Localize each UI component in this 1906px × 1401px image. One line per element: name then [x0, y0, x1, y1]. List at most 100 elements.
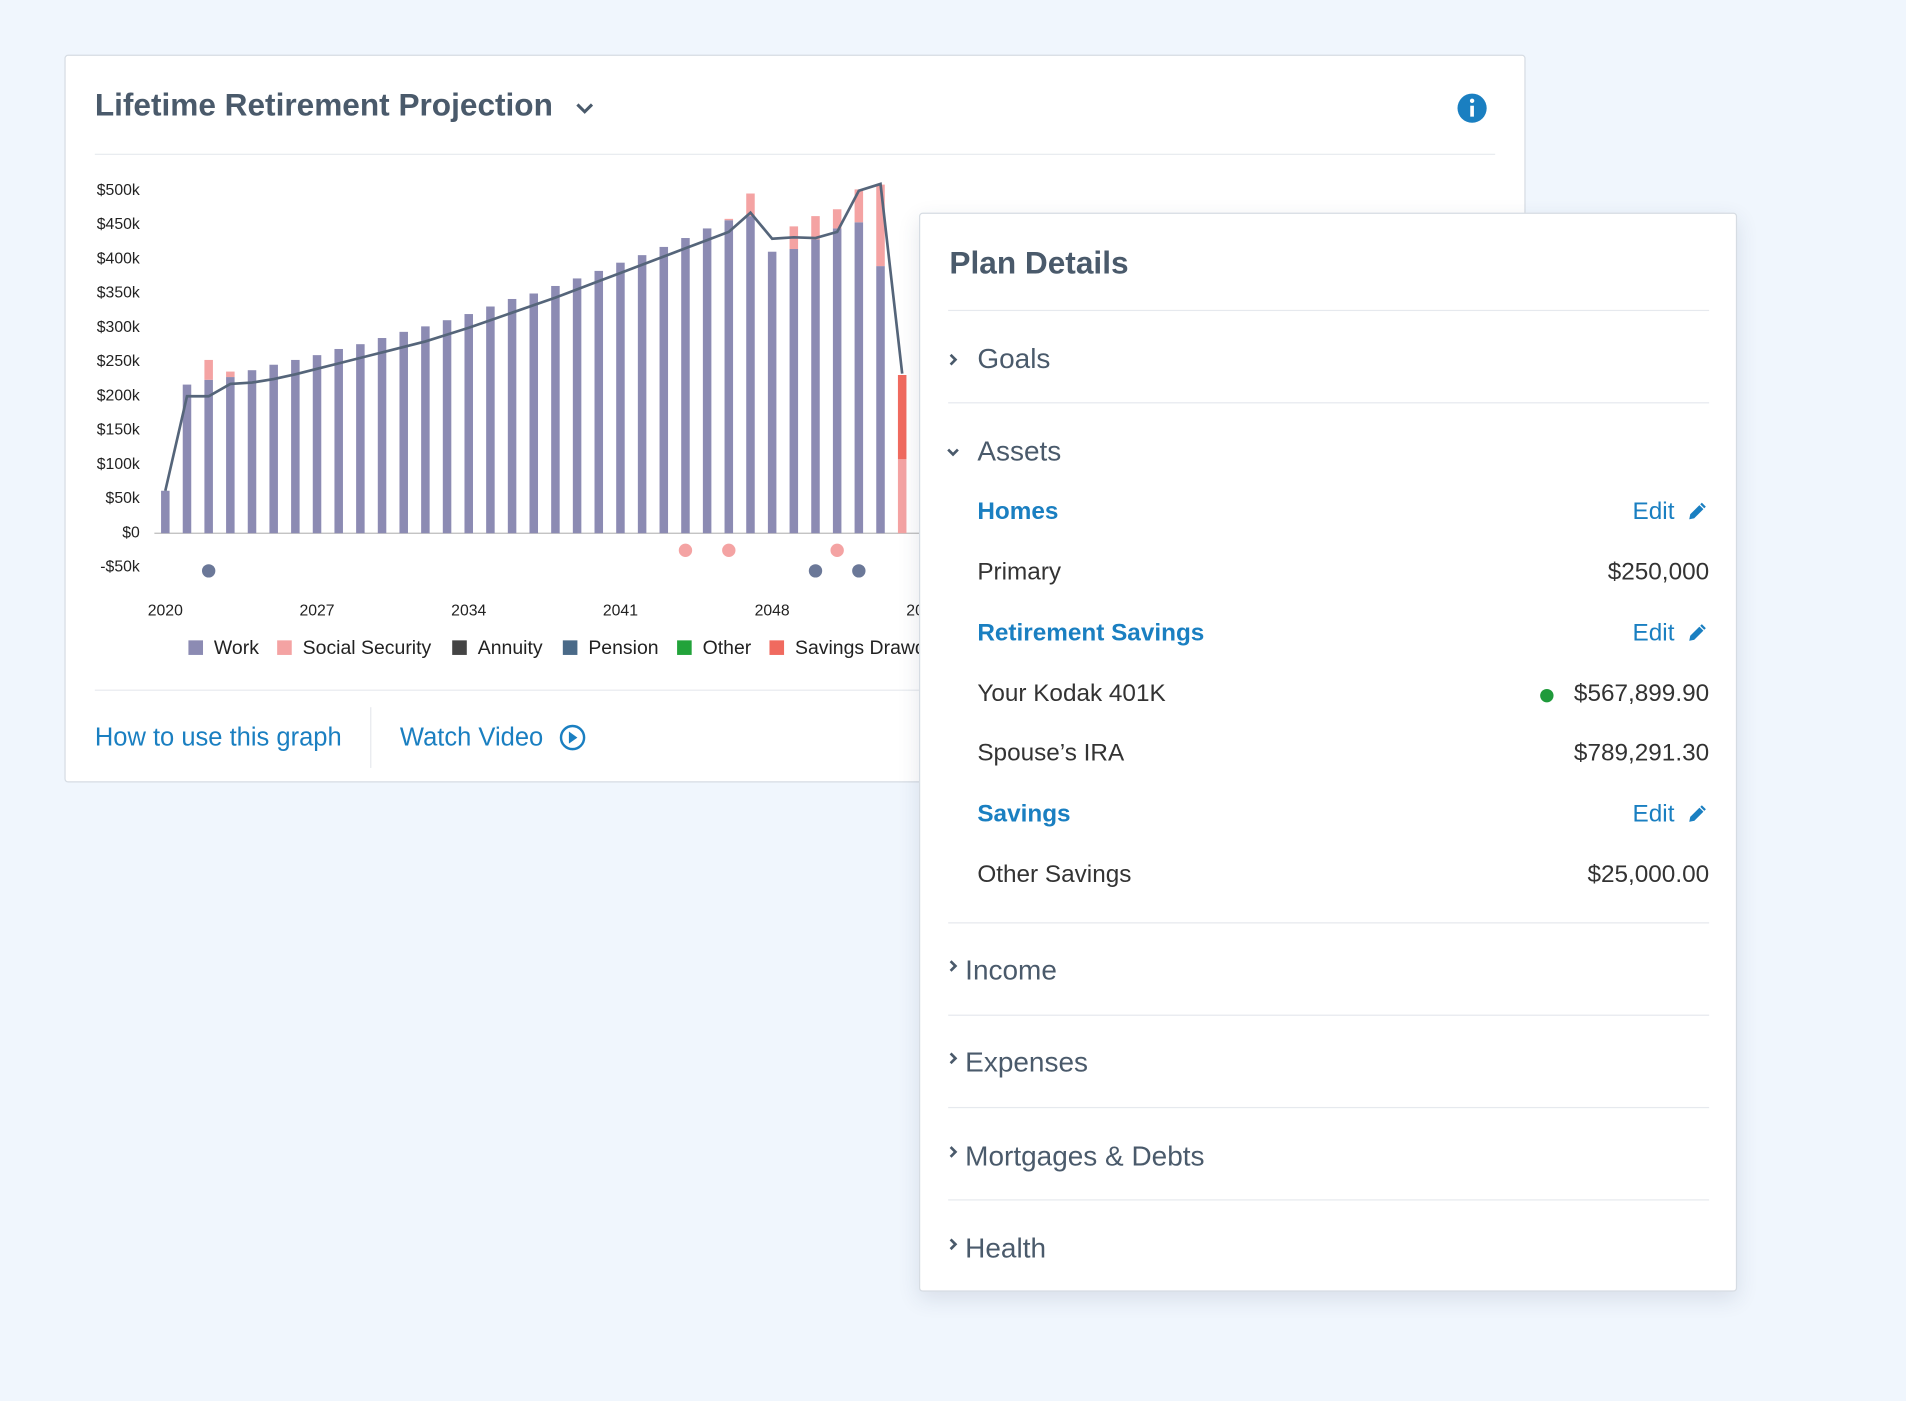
- divider: [948, 309, 1710, 312]
- play-icon[interactable]: [559, 724, 586, 751]
- section-header[interactable]: Mortgages & Debts: [965, 1139, 1205, 1172]
- divider: [948, 1199, 1710, 1201]
- event-dot: [678, 543, 693, 558]
- link[interactable]: Watch Video: [400, 724, 543, 752]
- y-tick-label: $250k: [97, 353, 140, 370]
- status-dot: [1540, 688, 1554, 702]
- bar-segment: [702, 228, 712, 534]
- divider: [948, 402, 1710, 404]
- pencil-icon[interactable]: [1685, 620, 1709, 644]
- legend-label: Work: [214, 637, 259, 659]
- legend-swatch: [188, 640, 204, 655]
- dropdown-icon[interactable]: [576, 103, 594, 114]
- event-dot: [852, 564, 866, 578]
- pencil: [1687, 621, 1708, 642]
- legend-swatch: [277, 640, 292, 655]
- legend-swatch: [452, 640, 467, 655]
- bar-segment: [767, 251, 777, 534]
- chevron: [949, 1052, 958, 1065]
- edit-link[interactable]: Edit: [1632, 800, 1675, 827]
- bar-segment: [811, 216, 820, 240]
- pencil-icon[interactable]: [1685, 801, 1709, 825]
- bar-segment: [897, 459, 907, 534]
- bar-segment: [746, 193, 755, 217]
- bar-segment: [464, 314, 473, 534]
- edit-link[interactable]: Edit: [1632, 619, 1675, 646]
- bar-segment: [312, 355, 322, 534]
- bar-segment: [681, 238, 690, 534]
- y-tick-label: $450k: [97, 216, 140, 233]
- group-title: Retirement Savings: [977, 619, 1205, 646]
- bar-segment: [876, 184, 885, 267]
- legend-label: Pension: [588, 637, 658, 659]
- y-tick-label: $300k: [97, 319, 140, 336]
- section-header[interactable]: Health: [965, 1232, 1047, 1264]
- info-glyph: [1469, 98, 1475, 104]
- group-title: Homes: [977, 498, 1059, 525]
- bar-segment: [854, 189, 864, 223]
- bar-segment: [204, 359, 213, 380]
- item-value: $567,899.90: [1573, 679, 1710, 707]
- chevron-icon: [949, 1146, 958, 1158]
- event-dot: [201, 564, 216, 578]
- x-tick-label: 2020: [148, 602, 183, 619]
- legend-label: Other: [703, 637, 752, 659]
- bar-segment: [832, 209, 842, 229]
- bar-segment: [746, 216, 755, 534]
- edit-link[interactable]: Edit: [1632, 498, 1675, 525]
- item-value: $250,000: [1607, 558, 1710, 586]
- bar-segment: [551, 285, 560, 534]
- bar-segment: [529, 293, 539, 534]
- bar-segment: [594, 270, 604, 534]
- item-name: Primary: [977, 558, 1062, 586]
- y-tick-label: $150k: [97, 422, 140, 439]
- section-header[interactable]: Assets: [977, 435, 1062, 467]
- bar-segment: [291, 359, 300, 534]
- chevron: [949, 1238, 958, 1251]
- y-tick-label: $200k: [97, 387, 140, 404]
- pencil-icon[interactable]: [1685, 499, 1709, 523]
- chevron-icon: [949, 960, 958, 972]
- chevron: [949, 353, 958, 366]
- bar-segment: [226, 377, 235, 534]
- bar-segment: [356, 344, 365, 534]
- plan-details-panel: Plan Details Goals Assets Income Expenses Mor…: [918, 212, 1738, 1292]
- item-name: Other Savings: [977, 860, 1132, 888]
- bar-segment: [377, 338, 387, 534]
- pencil: [1687, 500, 1708, 521]
- bar-segment: [507, 298, 517, 534]
- legend-swatch: [769, 640, 785, 655]
- total-line: [164, 182, 904, 492]
- bar-segment: [854, 222, 864, 534]
- bar-segment: [247, 370, 257, 534]
- divider: [948, 1014, 1710, 1016]
- section-header[interactable]: Income: [965, 953, 1057, 986]
- bar-segment: [572, 278, 582, 534]
- bar-segment: [269, 364, 278, 534]
- item-name: Your Kodak 401K: [977, 679, 1166, 707]
- item-value: $25,000.00: [1587, 860, 1710, 888]
- x-tick-label: 2027: [299, 602, 334, 619]
- bar-segment: [789, 248, 799, 534]
- divider: [948, 922, 1710, 924]
- play-icon: [568, 731, 578, 744]
- bar-segment: [659, 246, 669, 534]
- bar-segment: [182, 384, 192, 534]
- item-name: Spouse’s IRA: [977, 739, 1125, 767]
- divider: [948, 1106, 1710, 1109]
- section-header[interactable]: Goals: [977, 342, 1051, 375]
- y-tick-label: $50k: [106, 490, 140, 507]
- panel-title: Plan Details: [949, 244, 1129, 281]
- link[interactable]: How to use this graph: [95, 724, 342, 752]
- pencil: [1687, 802, 1708, 823]
- item-value: $789,291.30: [1573, 739, 1710, 767]
- chevron-icon: [949, 353, 958, 366]
- section-header[interactable]: Expenses: [965, 1046, 1088, 1078]
- legend-swatch: [562, 640, 578, 655]
- info-glyph: [1470, 105, 1474, 117]
- chevron: [947, 448, 959, 457]
- y-tick-label: -$50k: [100, 559, 140, 576]
- bar-segment: [832, 228, 842, 534]
